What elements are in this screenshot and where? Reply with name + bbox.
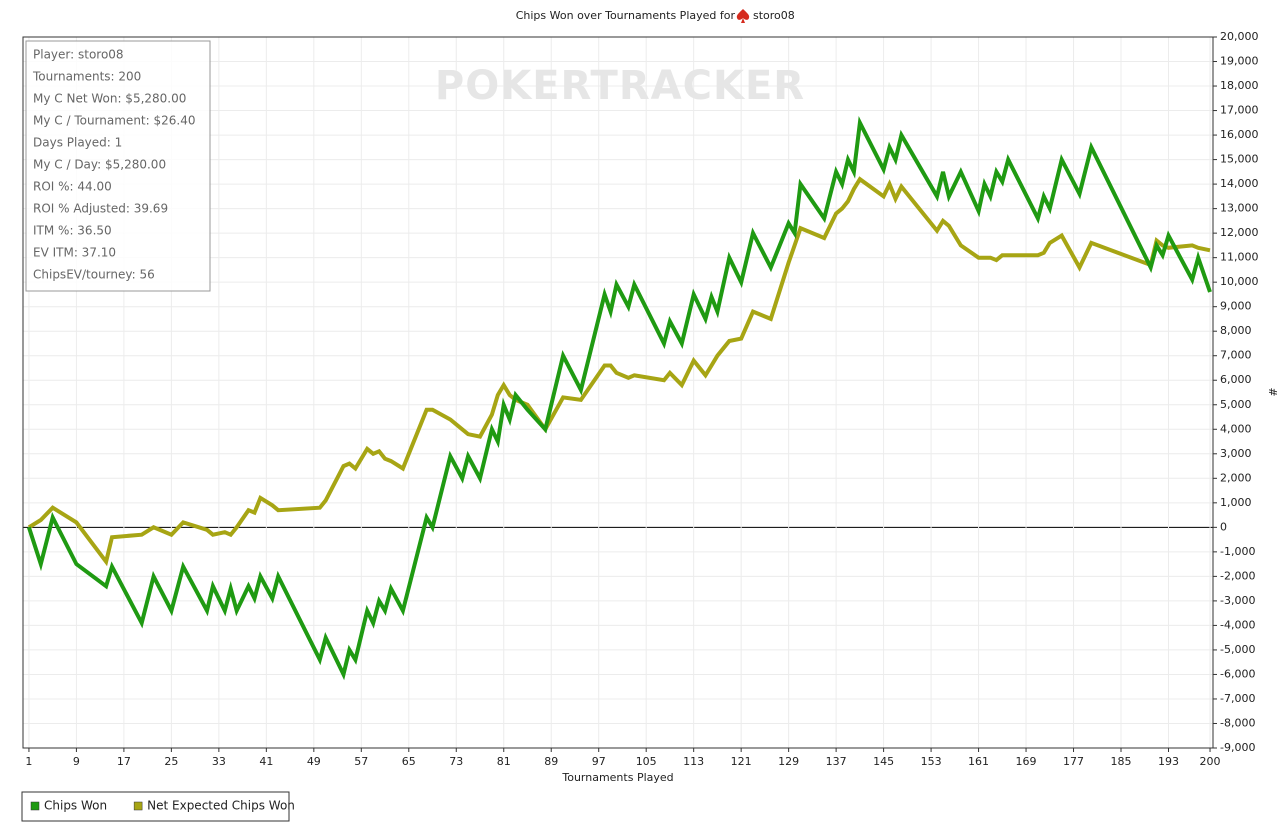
x-tick-label: 145 (873, 755, 894, 768)
x-tick-label: 97 (592, 755, 606, 768)
y-tick-label: 0 (1220, 520, 1227, 533)
y-tick-label: 17,000 (1220, 104, 1259, 117)
y-tick-label: 14,000 (1220, 177, 1259, 190)
y-tick-label: -6,000 (1220, 667, 1255, 680)
x-tick-label: 73 (449, 755, 463, 768)
y-tick-label: 9,000 (1220, 300, 1252, 313)
y-tick-label: 15,000 (1220, 153, 1259, 166)
series-line (26, 116, 1212, 681)
legend-swatch (133, 801, 143, 811)
x-tick-label: 200 (1200, 755, 1221, 768)
y-tick-label: 2,000 (1220, 471, 1252, 484)
x-tick-label: 49 (307, 755, 321, 768)
x-tick-label: 81 (497, 755, 511, 768)
x-tick-label: 177 (1063, 755, 1084, 768)
y-tick-label: -2,000 (1220, 569, 1255, 582)
y-tick-label: 13,000 (1220, 202, 1259, 215)
stats: Player: storo08 Tournaments: 200 My C Net … (32, 48, 195, 282)
x-tick-label: 137 (826, 755, 847, 768)
x-axis-label: Tournaments Played (561, 771, 673, 784)
y-tick-label: -9,000 (1220, 741, 1255, 754)
x-tick-label: 121 (731, 755, 752, 768)
y-tick-label: -1,000 (1220, 545, 1255, 558)
x-tick-label: 193 (1158, 755, 1179, 768)
stat-line: ROI %: 44.00 (33, 180, 112, 194)
stats-box (25, 40, 211, 292)
legend-label: Net Expected Chips Won (147, 799, 295, 813)
y-tick-label: -8,000 (1220, 716, 1255, 729)
y-tick-label: -3,000 (1220, 594, 1255, 607)
x-tick-label: 169 (1016, 755, 1037, 768)
x-tick-label: 17 (117, 755, 131, 768)
stat-line: My C / Tournament: $26.40 (33, 114, 195, 128)
stat-line: My C Net Won: $5,280.00 (33, 92, 186, 106)
y-tick-label: -5,000 (1220, 643, 1255, 656)
watermark: POKERTRACKER (435, 63, 805, 109)
stat-line: ChipsEV/tourney: 56 (33, 268, 155, 282)
chart-title-player: storo08 (753, 9, 795, 22)
y-axis-label: # (1266, 387, 1279, 396)
x-tick-label: 185 (1111, 755, 1132, 768)
x-tick-label: 89 (544, 755, 558, 768)
x-tick-label: 9 (73, 755, 80, 768)
y-tick-label: 4,000 (1220, 422, 1252, 435)
y-tick-label: -4,000 (1220, 618, 1255, 631)
legend-label: Chips Won (44, 799, 107, 813)
x-tick-label: 1 (25, 755, 32, 768)
plot-border (22, 36, 1214, 749)
stat-line: EV ITM: 37.10 (33, 246, 116, 260)
series-line (27, 176, 1211, 567)
x-tick-label: 105 (636, 755, 657, 768)
x-tick-label: 153 (921, 755, 942, 768)
x-tick-label: 57 (354, 755, 368, 768)
stat-line: Player: storo08 (33, 48, 124, 62)
legend: Chips Won Net Expected Chips Won (30, 799, 295, 813)
stat-line: Days Played: 1 (33, 136, 122, 150)
legend-swatch (30, 801, 40, 811)
grid (23, 36, 1217, 752)
y-tick-label: 1,000 (1220, 496, 1252, 509)
y-tick-label: -7,000 (1220, 692, 1255, 705)
stat-line: My C / Day: $5,280.00 (33, 158, 166, 172)
y-tick-label: 19,000 (1220, 55, 1259, 68)
stat-line: Tournaments: 200 (32, 70, 141, 84)
x-tick-label: 65 (402, 755, 416, 768)
x-tick-label: 41 (259, 755, 273, 768)
y-tick-label: 16,000 (1220, 128, 1259, 141)
legend-box (21, 791, 290, 822)
x-tick-label: 33 (212, 755, 226, 768)
y-tick-label: 7,000 (1220, 349, 1252, 362)
y-tick-label: 12,000 (1220, 226, 1259, 239)
chart-title: Chips Won over Tournaments Played for (516, 9, 736, 22)
y-tick-label: 3,000 (1220, 447, 1252, 460)
stat-line: ITM %: 36.50 (33, 224, 112, 238)
x-tick-label: 25 (164, 755, 178, 768)
x-tick-label: 129 (778, 755, 799, 768)
y-tick-label: 6,000 (1220, 373, 1252, 386)
lines (26, 116, 1212, 681)
x-tick-label: 161 (968, 755, 989, 768)
y-tick-label: 10,000 (1220, 275, 1259, 288)
spade-icon (736, 9, 750, 23)
y-tick-label: 18,000 (1220, 79, 1259, 92)
x-tick-label: 113 (683, 755, 704, 768)
y-tick-label: 20,000 (1220, 30, 1259, 43)
y-tick-label: 11,000 (1220, 251, 1259, 264)
y-tick-label: 5,000 (1220, 398, 1252, 411)
y-tick-label: 8,000 (1220, 324, 1252, 337)
stat-line: ROI % Adjusted: 39.69 (33, 202, 168, 216)
